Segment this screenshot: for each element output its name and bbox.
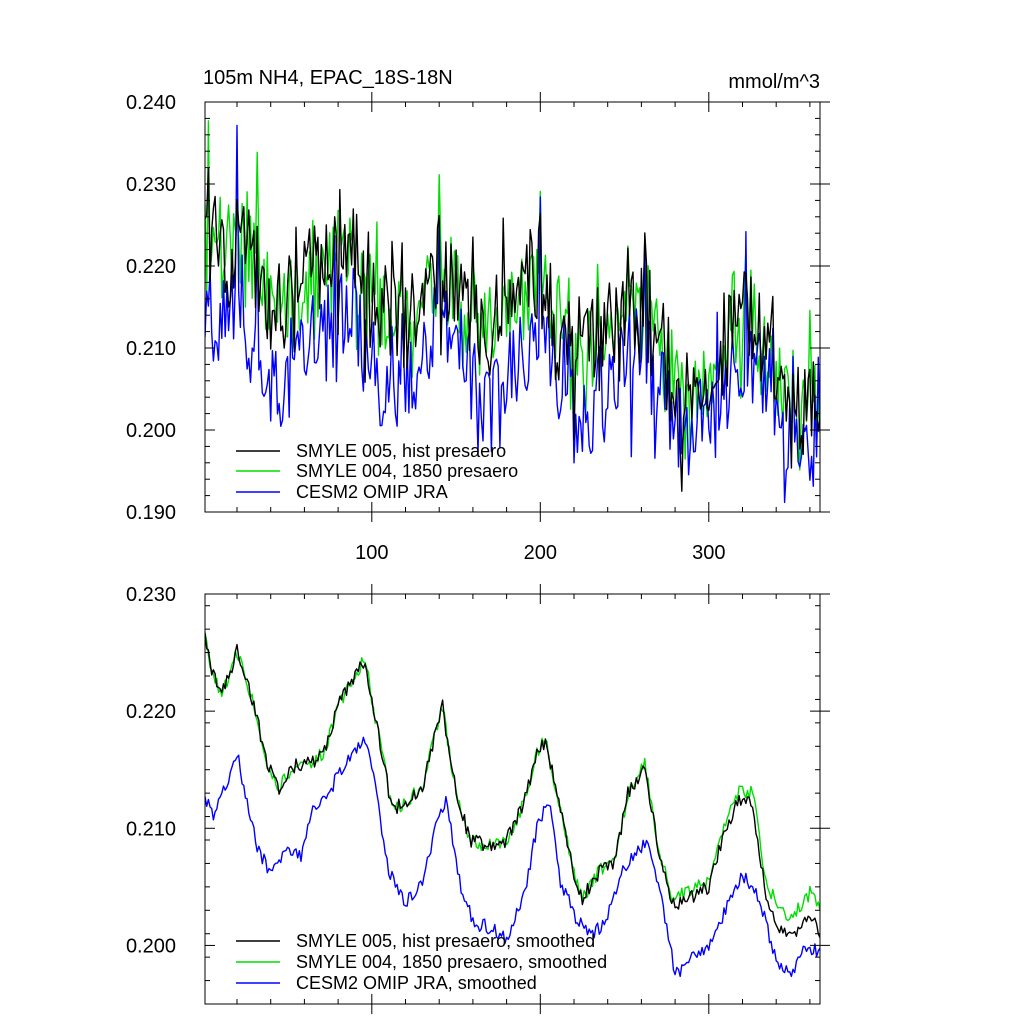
series-line-2: [205, 632, 820, 922]
top-legend-label-2: SMYLE 004, 1850 presaero: [296, 461, 518, 481]
bottom-legend-label-2: SMYLE 004, 1850 presaero, smoothed: [296, 952, 607, 972]
top-plot-area: [205, 120, 820, 504]
top-legend-label-1: SMYLE 005, hist presaero: [296, 441, 506, 461]
bottom-plot-area: [205, 632, 820, 978]
series-line-1: [205, 167, 820, 492]
top-plot-frame: [204, 101, 821, 513]
top-units-label: mmol/m^3: [728, 71, 820, 93]
y-tick-label: 0.210: [126, 338, 176, 360]
y-tick-label: 0.200: [126, 420, 176, 442]
y-tick-label: 0.230: [126, 584, 176, 606]
series-line-3: [205, 124, 820, 504]
x-tick-label: 100: [355, 542, 388, 564]
bottom-legend: SMYLE 005, hist presaero, smoothed SMYLE…: [236, 931, 607, 993]
bottom-panel: 0.200 0.210 0.220 0.230 SMYLE 005, hist pre…: [126, 584, 830, 1014]
y-tick-label: 0.210: [126, 818, 176, 840]
y-tick-label: 0.230: [126, 174, 176, 196]
y-tick-label: 0.220: [126, 701, 176, 723]
top-legend-label-3: CESM2 OMIP JRA: [296, 482, 448, 502]
y-tick-label: 0.220: [126, 256, 176, 278]
x-tick-label: 300: [692, 542, 725, 564]
bottom-legend-label-3: CESM2 OMIP JRA, smoothed: [296, 973, 537, 993]
series-line-1: [205, 632, 820, 938]
y-tick-label: 0.240: [126, 92, 176, 114]
bottom-legend-label-1: SMYLE 005, hist presaero, smoothed: [296, 931, 595, 951]
bottom-plot-frame: [204, 593, 821, 1005]
top-legend: SMYLE 005, hist presaero SMYLE 004, 1850…: [236, 441, 518, 502]
series-line-3: [205, 736, 820, 978]
top-chart-title: 105m NH4, EPAC_18S-18N: [203, 67, 453, 89]
y-tick-label: 0.200: [126, 935, 176, 957]
x-tick-label: 200: [524, 542, 557, 564]
top-axes: 0.190 0.200 0.210 0.220 0.230 0.240 100 200 300: [126, 92, 830, 564]
y-tick-label: 0.190: [126, 502, 176, 524]
bottom-axes: 0.200 0.210 0.220 0.230: [126, 584, 830, 1014]
